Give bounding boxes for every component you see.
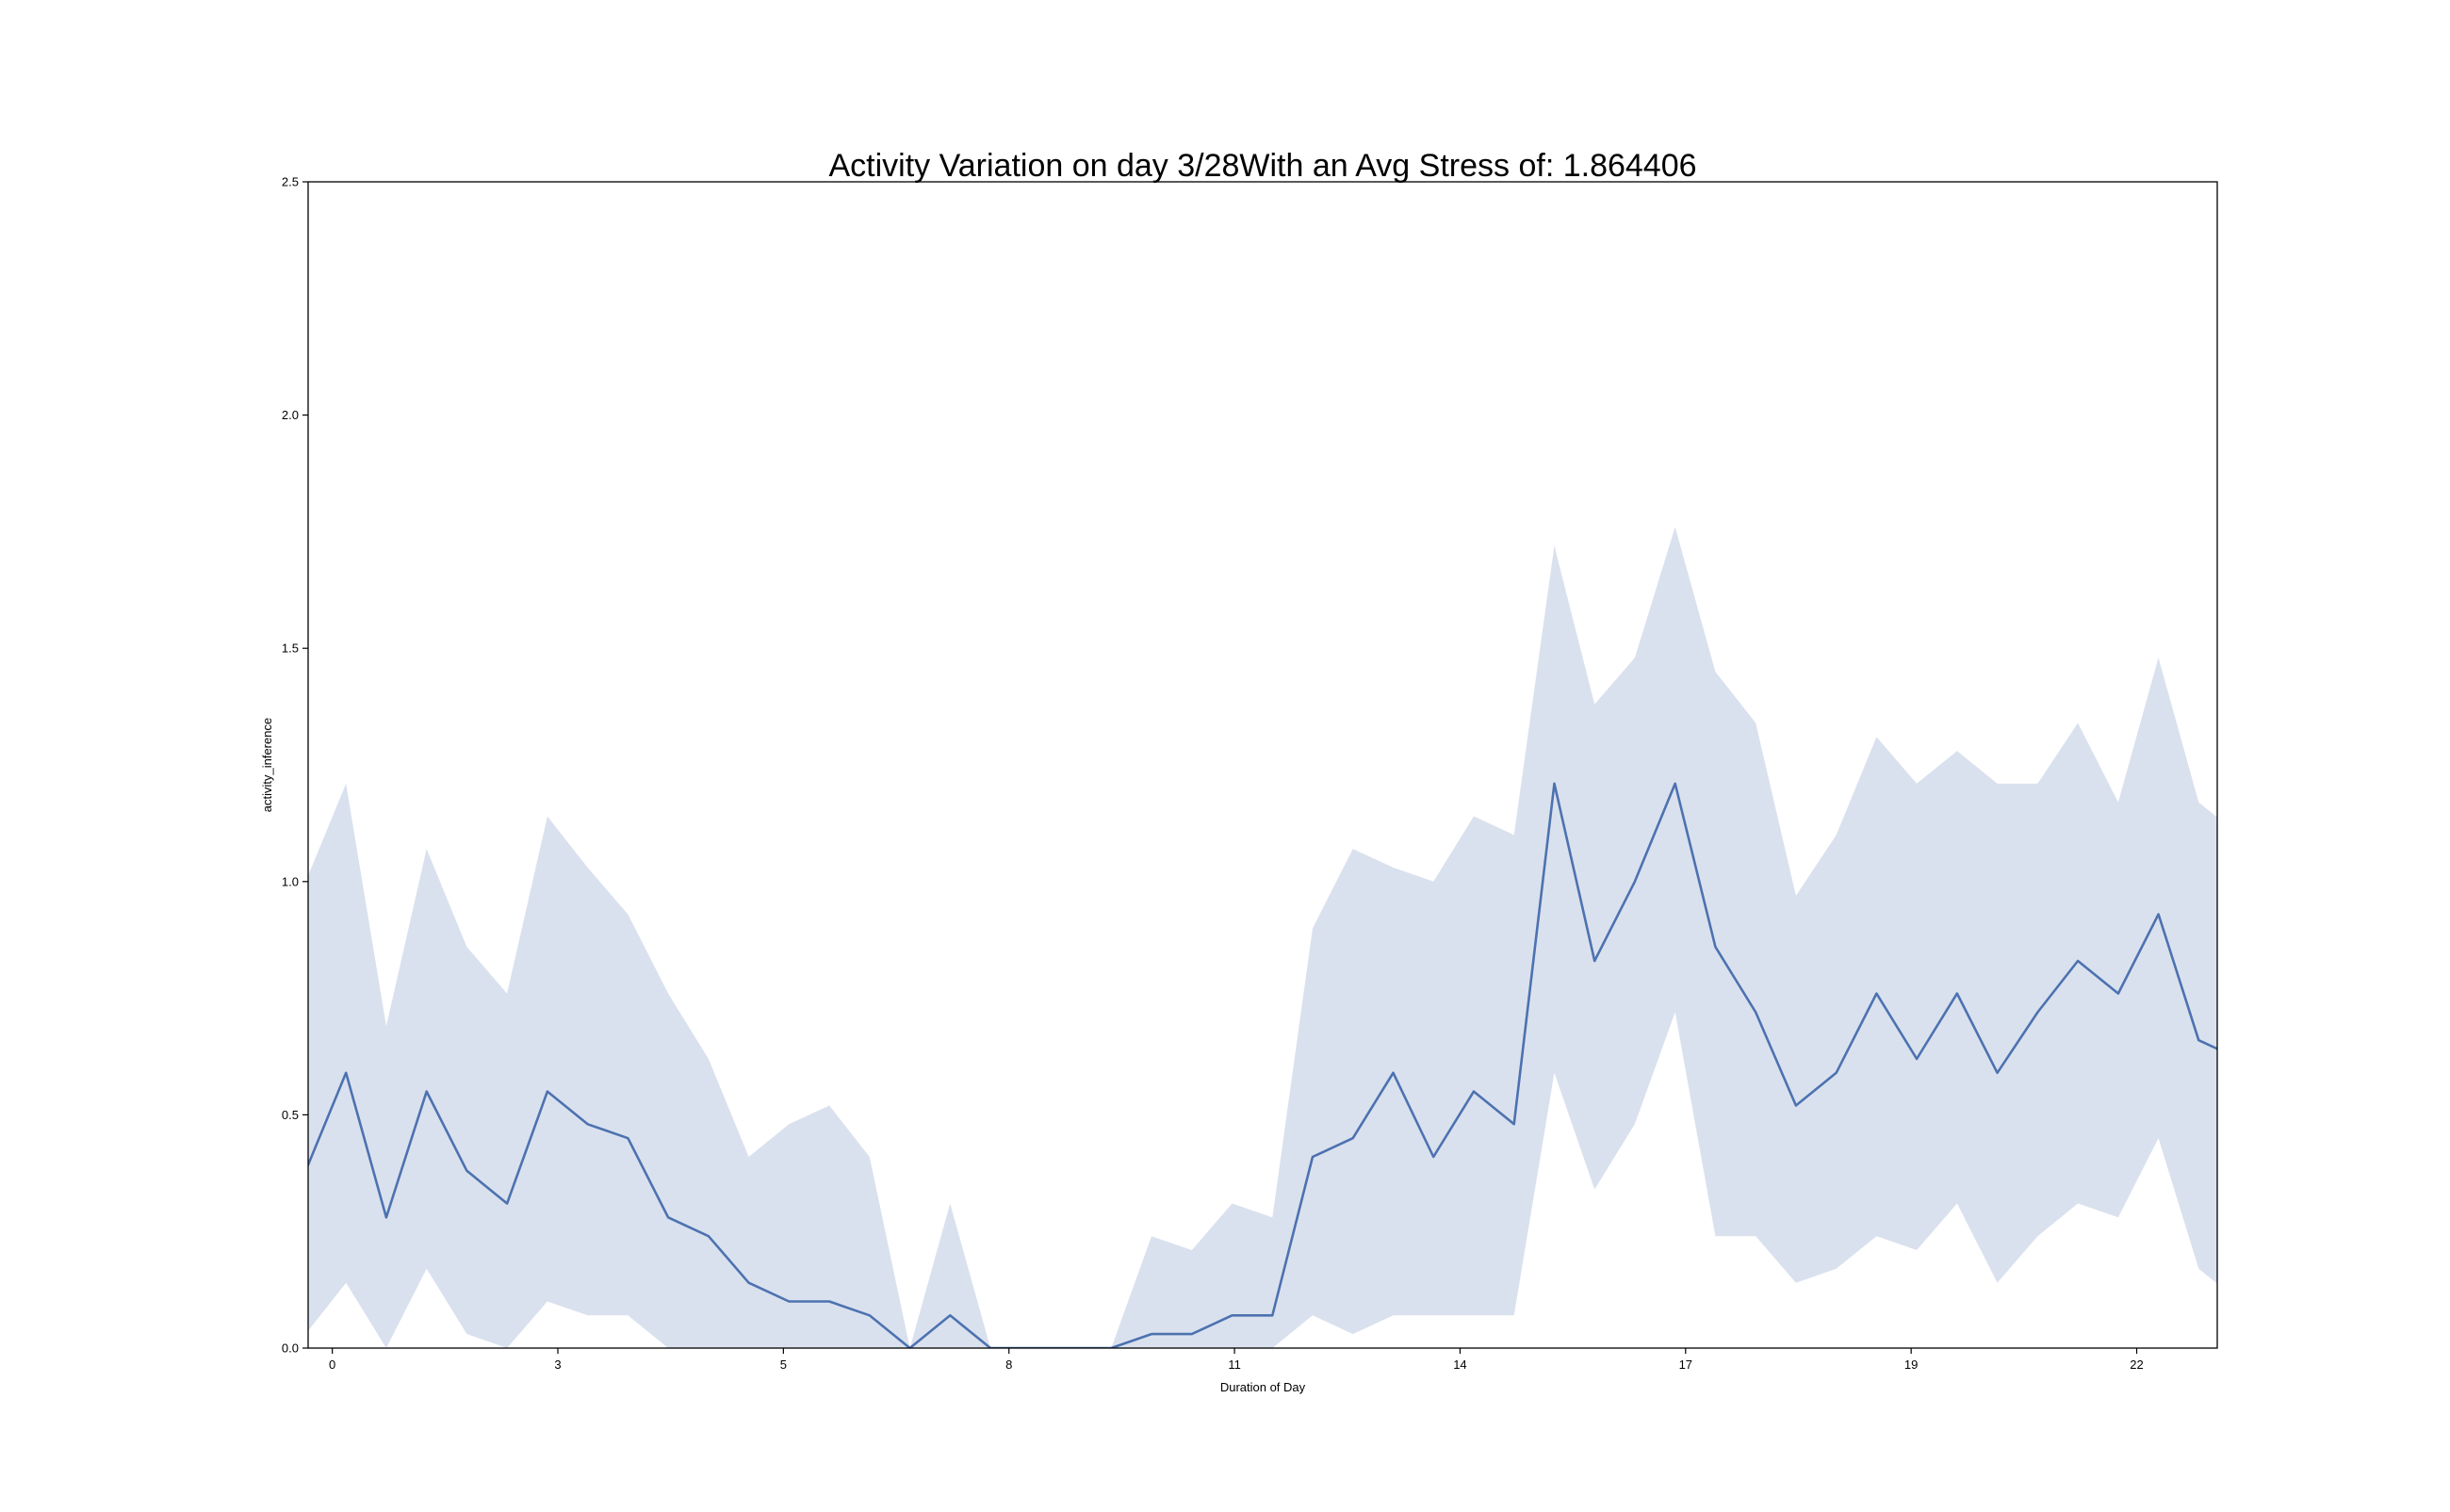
y-tick-label: 1.0 bbox=[282, 874, 299, 888]
x-tick-label: 19 bbox=[1904, 1358, 1918, 1372]
plot-frame bbox=[307, 181, 2218, 1349]
confidence-band bbox=[308, 527, 2217, 1348]
x-tick-label: 17 bbox=[1679, 1358, 1692, 1372]
x-tick-label: 22 bbox=[2130, 1358, 2143, 1372]
y-tick-label: 2.0 bbox=[282, 408, 299, 422]
x-tick-label: 8 bbox=[1005, 1358, 1012, 1372]
y-tick-label: 2.5 bbox=[282, 175, 299, 189]
x-tick-label: 14 bbox=[1453, 1358, 1466, 1372]
y-tick-label: 0.5 bbox=[282, 1108, 299, 1122]
y-axis: 0.0 0.5 1.0 1.5 2.0 2.5 bbox=[282, 175, 308, 1356]
confidence-band-layer bbox=[308, 527, 2217, 1348]
x-tick-label: 5 bbox=[780, 1358, 787, 1372]
y-axis-label: activity_inference bbox=[260, 718, 274, 812]
x-tick-label: 3 bbox=[554, 1358, 561, 1372]
series-line bbox=[308, 782, 2217, 1348]
y-tick-label: 1.5 bbox=[282, 642, 299, 656]
series-line-layer bbox=[308, 782, 2217, 1348]
chart-title: Activity Variation on day 3/28With an Av… bbox=[828, 148, 1696, 184]
x-axis-label: Duration of Day bbox=[1220, 1380, 1306, 1394]
x-axis: 0 3 5 8 11 14 17 19 22 bbox=[329, 1348, 2144, 1372]
y-tick-label: 0.0 bbox=[282, 1341, 299, 1356]
x-tick-label: 11 bbox=[1228, 1358, 1241, 1372]
x-tick-label: 0 bbox=[329, 1358, 335, 1372]
